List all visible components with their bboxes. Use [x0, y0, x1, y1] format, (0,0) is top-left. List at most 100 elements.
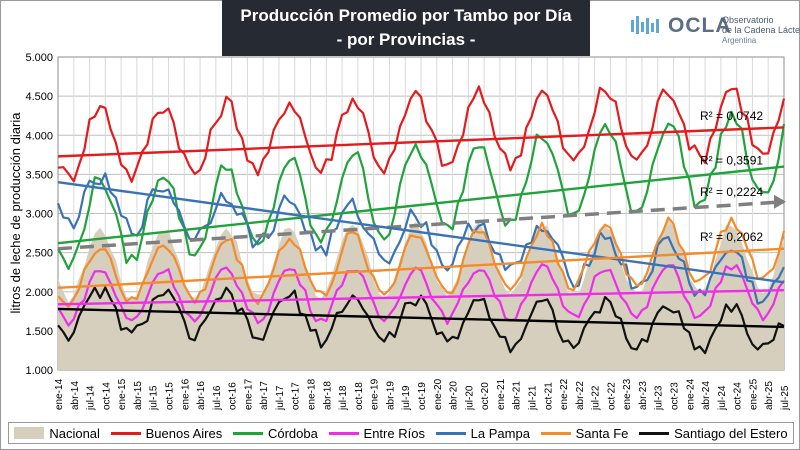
y-tick-label: 4.000 — [25, 130, 53, 142]
r-squared-label: R² = 0,3591 — [700, 154, 763, 168]
x-tick-label: oct-15 — [164, 382, 175, 410]
y-tick-label: 5.000 — [25, 52, 53, 64]
x-tick-label: jul-19 — [401, 385, 412, 411]
x-tick-label: jul-25 — [780, 385, 791, 411]
legend-swatch — [14, 427, 45, 439]
x-tick-label: abr-18 — [322, 381, 333, 410]
x-tick-label: ene-15 — [117, 378, 128, 410]
x-tick-label: oct-14 — [101, 382, 112, 410]
x-tick-label: abr-15 — [133, 381, 144, 410]
x-tick-label: ene-22 — [559, 378, 570, 410]
legend-swatch — [110, 431, 141, 435]
y-tick-label: 3.500 — [25, 169, 53, 181]
x-tick-label: ene-25 — [748, 378, 759, 410]
x-tick-label: oct-18 — [354, 382, 365, 410]
trendline-córdoba — [57, 165, 785, 245]
x-tick-label: jul-23 — [654, 385, 665, 411]
trendline-santiago-del-estero — [57, 307, 785, 329]
x-tick-label: abr-21 — [512, 381, 523, 410]
x-tick-label: abr-22 — [575, 381, 586, 410]
x-tick-label: jul-20 — [464, 385, 475, 411]
x-tick-label: jul-15 — [149, 385, 160, 411]
y-tick-label: 2.000 — [25, 287, 53, 299]
x-tick-label: ene-21 — [496, 378, 507, 410]
y-tick-label: 1.500 — [25, 326, 53, 338]
x-tick-label: jul-24 — [717, 385, 728, 411]
y-tick-label: 2.500 — [25, 248, 53, 260]
title-line-1: Producción Promedio por Tambo por Día — [240, 6, 572, 25]
x-tick-label: jul-22 — [591, 385, 602, 411]
legend-swatch — [328, 431, 359, 435]
x-tick-label: ene-14 — [54, 378, 65, 410]
x-tick-label: oct-21 — [543, 382, 554, 410]
series-line-buenos-aires — [57, 85, 786, 183]
x-tick-label: oct-17 — [291, 382, 302, 410]
x-tick-label: oct-22 — [606, 382, 617, 410]
trendline-la-pampa — [57, 181, 785, 284]
x-tick-label: ene-23 — [622, 378, 633, 410]
ocla-logo: OCLA Observatorio de la Cadena Láctea Ar… — [630, 12, 800, 52]
y-tick-label: 3.000 — [25, 209, 53, 221]
trend-layer: R² = 0,0742 R² = 0,3591 R² = 0,2224 R² = 0,… — [57, 109, 786, 329]
wave-bars-icon — [631, 16, 659, 34]
legend-label: Nacional — [49, 425, 100, 441]
chart-title: Producción Promedio por Tambo por Día - … — [222, 0, 590, 56]
x-tick-label: ene-20 — [433, 378, 444, 410]
x-tick-label: abr-19 — [385, 381, 396, 410]
legend-label: Córdoba — [267, 425, 318, 441]
logo-name: OCLA — [668, 14, 732, 37]
series-line-córdoba — [57, 110, 786, 270]
legend-swatch — [435, 431, 466, 435]
x-tick-label: oct-24 — [733, 382, 744, 410]
legend-label: Santiago del Estero — [674, 425, 788, 441]
x-tick-label: abr-23 — [638, 381, 649, 410]
trend-arrow-icon — [774, 194, 786, 209]
x-tick-label: jul-17 — [275, 385, 286, 411]
x-tick-label: oct-16 — [228, 382, 239, 410]
series-line-santiago-del-estero — [57, 286, 785, 355]
x-tick-label: abr-24 — [701, 381, 712, 410]
x-tick-label: jul-14 — [86, 385, 97, 411]
series-line-entre-ríos — [57, 263, 785, 327]
x-tick-label: ene-19 — [370, 378, 381, 410]
trendline-santa-fe — [57, 247, 785, 290]
x-tick-label: abr-14 — [70, 381, 81, 410]
x-tick-label: oct-23 — [670, 382, 681, 410]
y-axis-label: litros de leche de producción diaria — [8, 112, 23, 314]
r-squared-label: R² = 0,0742 — [700, 109, 763, 123]
logo-subtitle-3: Argentina — [722, 36, 757, 45]
legend-swatch — [639, 431, 670, 435]
x-tick-label: jul-18 — [338, 385, 349, 411]
legend-item-entre-ríos: Entre Ríos — [328, 425, 425, 441]
y-tick-label: 1.000 — [25, 365, 53, 377]
legend-item-buenos-aires: Buenos Aires — [110, 425, 223, 441]
trendline-buenos-aires — [57, 126, 785, 158]
legend-swatch — [232, 431, 263, 435]
x-tick-label: oct-19 — [417, 382, 428, 410]
y-tick-label: 4.500 — [25, 91, 53, 103]
legend-label: Entre Ríos — [363, 425, 425, 441]
line-layer — [56, 85, 786, 355]
x-tick-label: ene-16 — [180, 378, 191, 410]
axis-layer: 1.000 1.500 2.000 2.500 3.000 3.500 4.000 4.500… — [25, 52, 791, 411]
x-tick-label: jul-21 — [527, 385, 538, 411]
legend-label: Buenos Aires — [145, 425, 223, 441]
x-tick-label: abr-25 — [764, 381, 775, 410]
legend-item-santiago-del-estero: Santiago del Estero — [639, 425, 788, 441]
legend-label: La Pampa — [470, 425, 530, 441]
x-tick-label: oct-20 — [480, 382, 491, 410]
r-squared-label: R² = 0,2224 — [700, 185, 763, 199]
x-tick-label: ene-24 — [685, 378, 696, 410]
logo-subtitle-1: Observatorio — [722, 15, 774, 25]
x-tick-label: abr-16 — [196, 381, 207, 410]
logo-subtitle-2: de la Cadena Láctea — [722, 25, 800, 35]
x-tick-label: abr-20 — [449, 381, 460, 410]
trendline-nacional — [57, 200, 785, 251]
series-line-la-pampa — [56, 172, 785, 305]
chart-legend: Nacional Buenos Aires Córdoba Entre Ríos La … — [8, 422, 794, 444]
x-tick-label: ene-17 — [243, 378, 254, 410]
legend-item-santa-fe: Santa Fe — [540, 426, 628, 441]
trendline-entre-ríos — [57, 288, 785, 306]
x-tick-label: abr-17 — [259, 381, 270, 410]
